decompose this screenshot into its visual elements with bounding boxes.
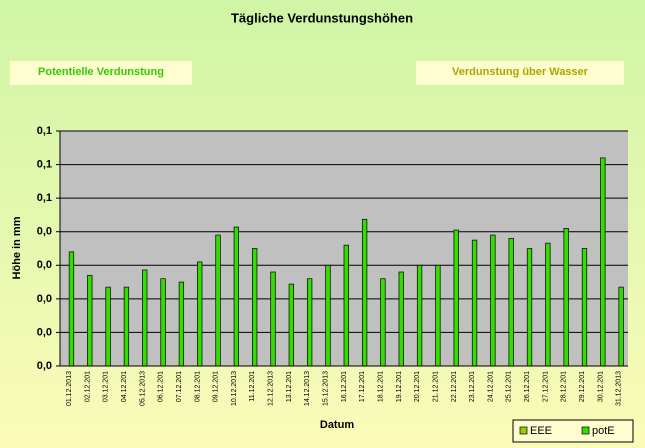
bar [600,157,606,367]
x-tick-label: 25.12.201 [506,371,513,402]
x-axis-label: Datum [320,419,354,431]
bar [545,242,551,367]
annotation-box [10,61,192,85]
bar [87,275,93,367]
y-axis-label: Höhe in mm [11,216,23,279]
bar [343,244,349,367]
y-tick-label: 0,0 [37,259,52,271]
x-tick-label: 31.12.2013 [616,371,623,406]
bar [252,248,258,367]
annotation-box [416,61,624,85]
x-tick-label: 28.12.201 [561,371,568,402]
bar [453,229,459,367]
bar [123,286,130,367]
x-tick-label: 03.12.201 [103,371,110,402]
bar [270,271,276,367]
y-tick-label: 0,1 [37,158,52,170]
x-tick-label: 19.12.201 [396,371,403,402]
x-tick-label: 05.12.2013 [139,371,146,406]
bar [233,226,239,367]
bar [197,261,203,367]
bar [471,239,478,367]
bar [398,271,404,367]
x-tick-label: 26.12.201 [524,371,531,402]
bar [361,218,368,367]
bar [581,248,588,367]
x-tick-label: 09.12.201 [213,371,220,402]
bar [416,264,423,367]
x-tick-label: 16.12.201 [341,371,348,402]
bar [618,286,624,367]
x-tick-label: 24.12.201 [487,371,494,402]
bar [435,264,441,367]
x-tick-label: 01.12.2013 [66,371,73,406]
x-tick-label: 14.12.2013 [304,371,311,406]
bar [160,278,166,367]
x-tick-label: 08.12.201 [194,371,201,402]
bar [490,234,496,367]
x-tick-label: 11.12.201 [249,371,256,402]
x-tick-label: 15.12.2013 [323,371,330,406]
legend-box [512,419,634,443]
bar [288,283,294,367]
y-tick-label: 0,1 [37,192,52,204]
x-tick-label: 07.12.201 [176,371,183,402]
y-tick-label: 0,0 [37,293,52,305]
x-tick-label: 04.12.201 [121,371,128,402]
legend-label: EEE [530,425,552,437]
bar [325,264,331,367]
y-tick-label: 0,0 [37,226,52,238]
y-tick-label: 0,1 [37,125,52,137]
bar [68,251,75,367]
x-tick-label: 20.12.201 [414,371,421,402]
legend-swatch [519,426,528,435]
bar [178,281,185,367]
x-tick-label: 22.12.201 [451,371,458,402]
x-tick-label: 18.12.201 [377,371,384,402]
x-tick-label: 30.12.201 [597,371,604,402]
x-tick-label: 23.12.201 [469,371,476,402]
x-tick-label: 02.12.201 [84,371,91,402]
legend-swatch [581,426,590,435]
x-tick-label: 21.12.201 [432,371,439,402]
annotation: Potentielle Verdunstung [38,66,164,78]
bar [380,278,386,367]
x-tick-label: 29.12.201 [579,371,586,402]
x-tick-label: 12.12.2013 [268,371,275,406]
x-tick-label: 27.12.201 [542,371,549,402]
x-tick-label: 10.12.2013 [231,371,238,406]
y-tick-label: 0,0 [37,326,52,338]
x-tick-label: 06.12.201 [158,371,165,402]
bar [142,269,148,367]
bar [526,248,533,367]
bar [307,278,313,367]
bar [215,234,221,367]
x-tick-label: 17.12.201 [359,371,366,402]
legend-label: potE [592,425,615,437]
bar [563,228,569,367]
bar [105,286,111,367]
y-tick-label: 0,0 [37,360,52,372]
bar [508,238,514,367]
annotation: Verdunstung über Wasser [452,66,589,78]
x-tick-label: 13.12.201 [286,371,293,402]
chart-title: Tägliche Verdunstungshöhen [231,10,413,25]
